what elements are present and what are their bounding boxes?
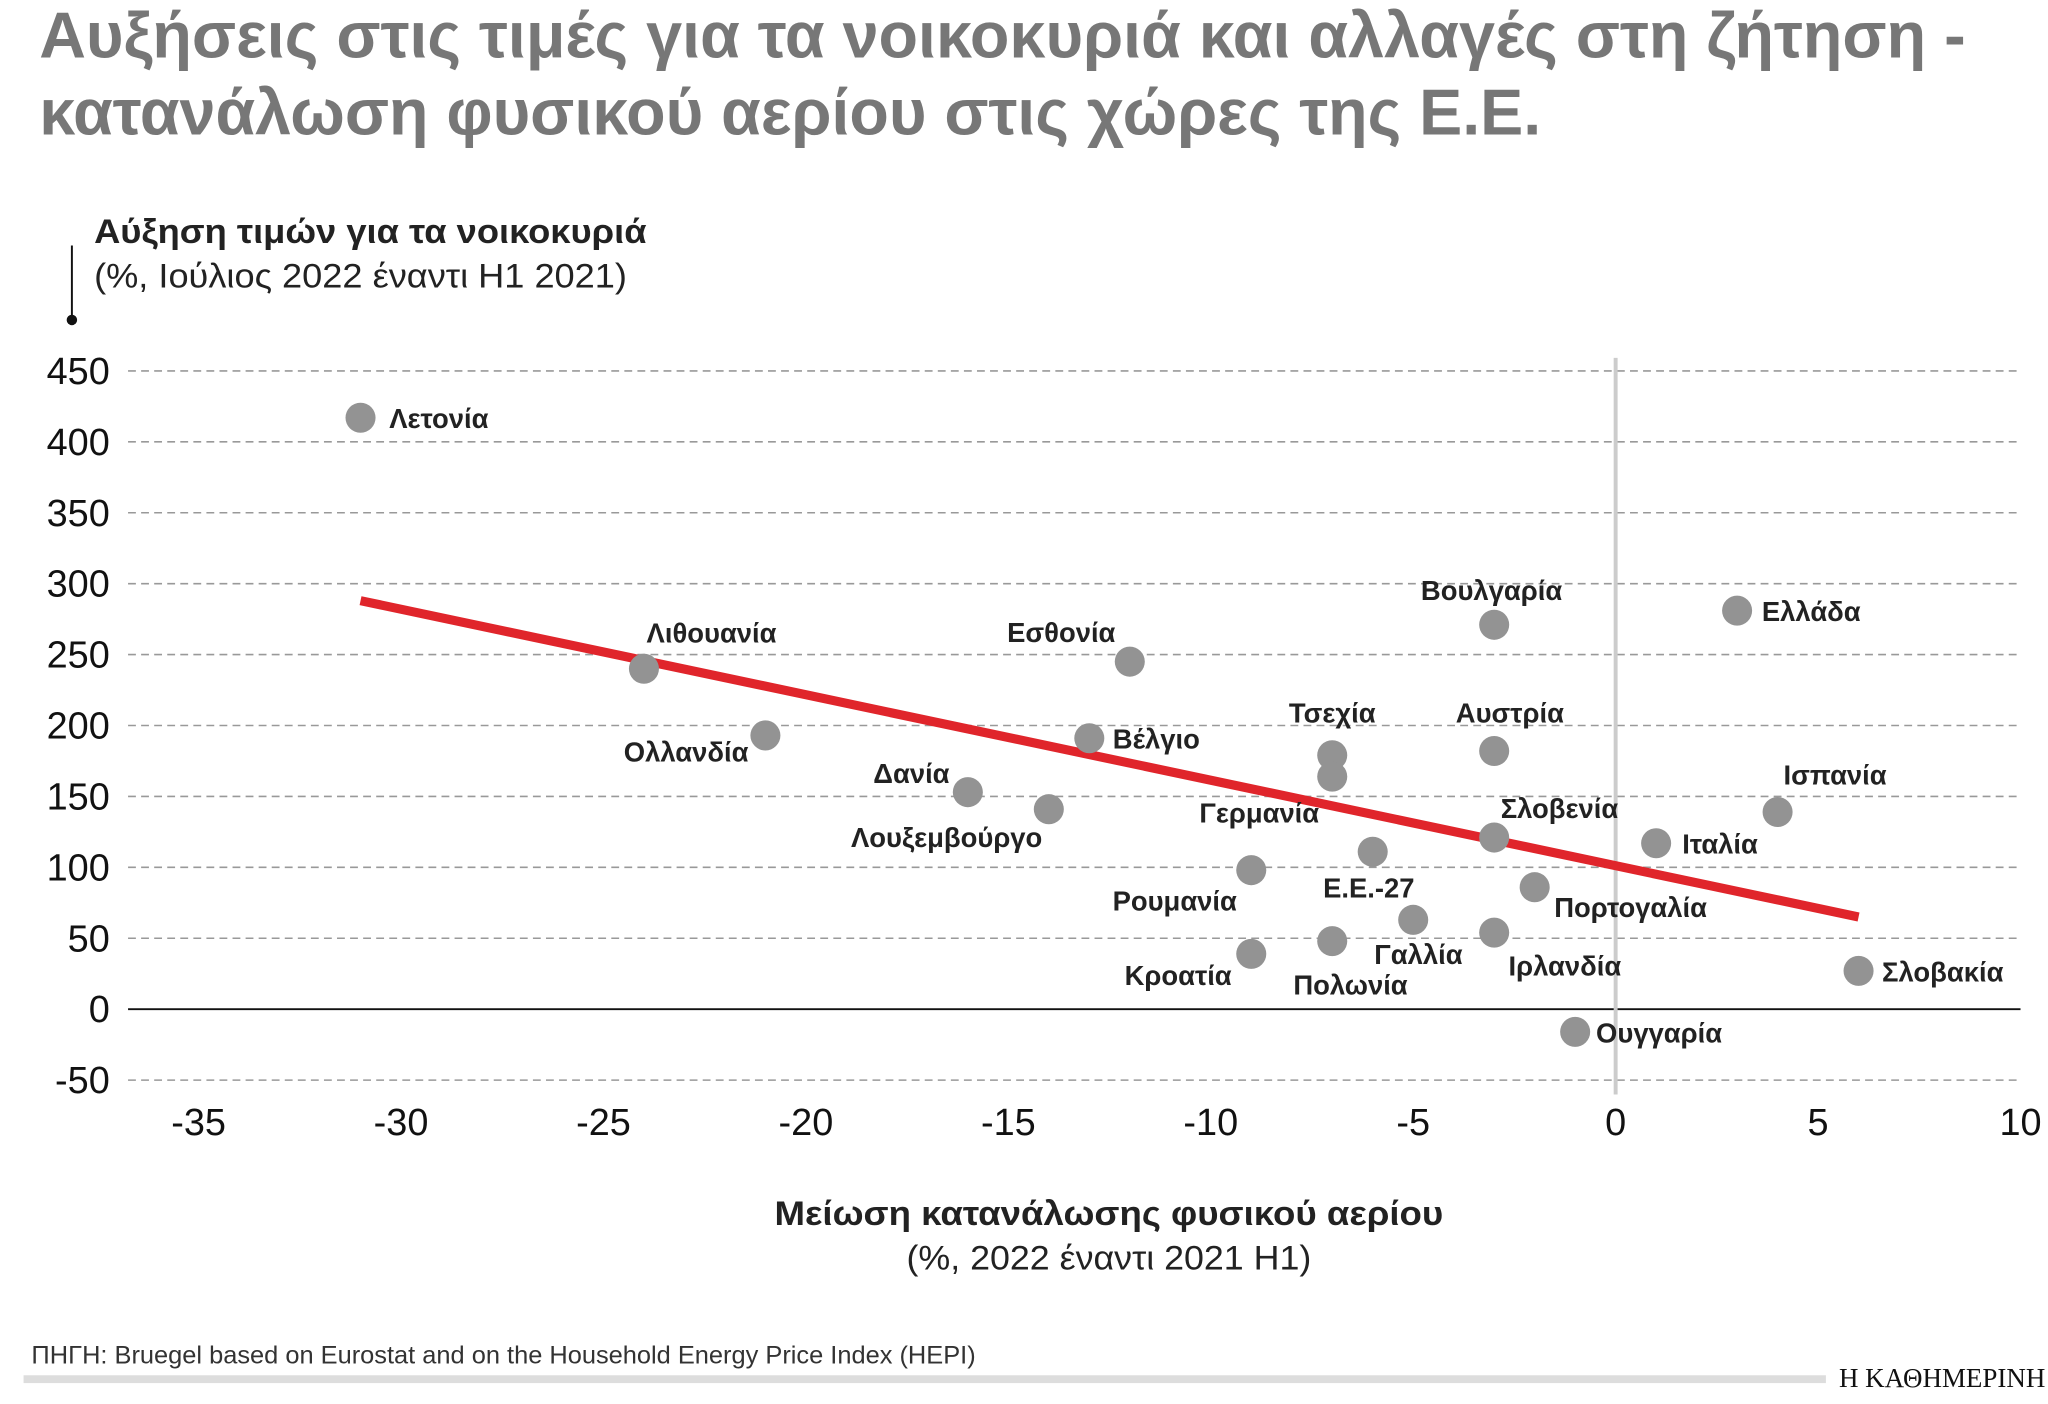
x-tick-label: -5	[1396, 1102, 1430, 1144]
data-point-label: Αυστρία	[1456, 697, 1564, 728]
data-point-label: Πορτογαλία	[1554, 892, 1707, 923]
data-point	[1479, 822, 1510, 853]
data-point-label: Εσθονία	[1007, 617, 1115, 648]
y-tick-label: 0	[89, 989, 110, 1031]
data-point-label: Ελλάδα	[1762, 596, 1861, 627]
x-tick-label: -20	[779, 1102, 834, 1144]
x-tick-label: 5	[1808, 1102, 1829, 1144]
data-point	[952, 777, 983, 808]
gridlines	[128, 357, 2021, 1095]
data-point	[628, 653, 659, 684]
x-tick-labels: -35 -30 -25 -20 -15 -10 -5 0 5 10	[171, 1102, 2041, 1144]
x-tick-label: 0	[1605, 1102, 1626, 1144]
trendline-group	[359, 596, 1860, 922]
x-axis-subtitle: (%, 2022 έναντι 2021 Η1)	[906, 1239, 1311, 1277]
data-point-label: Δανία	[873, 758, 949, 789]
y-tick-label: 150	[47, 776, 110, 818]
data-point-label: Ε.Ε.-27	[1323, 872, 1414, 903]
data-point-label: Ολλανδία	[624, 737, 749, 768]
data-point	[1398, 904, 1429, 935]
data-point	[1236, 938, 1267, 969]
data-point-label: Βέλγιο	[1113, 724, 1200, 755]
points-group: Λετονία Λιθουανία Ολλανδία Δανία Λουξεμβούργ…	[345, 402, 2004, 1048]
data-point	[1317, 926, 1348, 957]
y-tick-label: 250	[47, 635, 110, 677]
y-tick-label: -50	[55, 1060, 110, 1102]
data-point	[1074, 723, 1105, 754]
data-point	[1762, 797, 1793, 828]
data-point-label: Βουλγαρία	[1421, 575, 1562, 606]
data-point	[1317, 761, 1348, 792]
data-point	[1479, 736, 1510, 767]
data-point-label: Λιθουανία	[647, 618, 777, 649]
data-point-label: Ρουμανία	[1113, 886, 1237, 917]
y-tick-label: 350	[47, 493, 110, 535]
data-point	[1114, 646, 1145, 677]
y-tick-label: 100	[47, 847, 110, 889]
source-note: ΠΗΓΗ: Bruegel based on Eurostat and on t…	[31, 1343, 975, 1370]
x-tick-label: -10	[1183, 1102, 1238, 1144]
data-point-label: Λετονία	[389, 403, 488, 434]
data-point-label: Σλοβενία	[1501, 793, 1619, 824]
data-point	[1479, 917, 1510, 948]
footer-bar	[23, 1375, 1826, 1384]
data-point-label: Ιταλία	[1682, 829, 1758, 860]
data-point	[1722, 595, 1753, 626]
data-point	[1357, 836, 1388, 867]
x-tick-label: -35	[171, 1102, 226, 1144]
data-point-label: Ισπανία	[1783, 760, 1886, 791]
y-tick-label: 300	[47, 564, 110, 606]
data-point	[1843, 955, 1874, 986]
chart-title-line2: κατανάλωση φυσικού αερίου στις χώρες της…	[39, 76, 1541, 149]
x-tick-label: 10	[1999, 1102, 2041, 1144]
data-point-label: Σλοβακία	[1882, 956, 2004, 987]
y-axis-marker-dot	[66, 314, 78, 326]
data-point	[1479, 609, 1510, 640]
data-point-label: Τσεχία	[1289, 698, 1376, 729]
data-point-label: Κροατία	[1125, 960, 1232, 991]
data-point	[1317, 740, 1348, 771]
data-point	[750, 720, 781, 751]
x-tick-label: -30	[374, 1102, 429, 1144]
data-point	[1519, 872, 1550, 903]
data-point-label: Γερμανία	[1199, 797, 1319, 828]
y-tick-label: 450	[47, 351, 110, 393]
publisher-logo: Η ΚΑΘΗΜΕΡΙΝΗ	[1839, 1363, 2045, 1393]
y-tick-label: 50	[68, 918, 110, 960]
data-point	[1236, 855, 1267, 886]
y-tick-label: 200	[47, 706, 110, 748]
x-tick-label: -25	[576, 1102, 631, 1144]
x-axis-title: Μείωση κατανάλωσης φυσικού αερίου	[775, 1195, 1444, 1233]
data-point-label: Πολωνία	[1293, 970, 1407, 1001]
data-point	[345, 402, 376, 433]
y-axis-subtitle: (%, Ιούλιος 2022 έναντι Η1 2021)	[94, 257, 627, 295]
y-tick-label: 400	[47, 422, 110, 464]
y-tick-labels: 450 400 350 300 250 200 150 100 50 0 -50	[47, 351, 110, 1102]
trendline	[359, 596, 1860, 922]
chart-title-line1: Αυξήσεις στις τιμές για τα νοικοκυριά κα…	[39, 0, 1965, 71]
data-point	[1560, 1016, 1591, 1047]
data-point-label: Ιρλανδία	[1509, 951, 1622, 982]
data-point	[1033, 794, 1064, 825]
y-axis-title: Αύξηση τιμών για τα νοικοκυριά	[94, 213, 647, 251]
data-point	[1641, 828, 1672, 859]
x-tick-label: -15	[981, 1102, 1036, 1144]
data-point-label: Ουγγαρία	[1596, 1017, 1722, 1048]
data-point-label: Γαλλία	[1374, 939, 1462, 970]
data-point-label: Λουξεμβούργο	[851, 822, 1042, 853]
